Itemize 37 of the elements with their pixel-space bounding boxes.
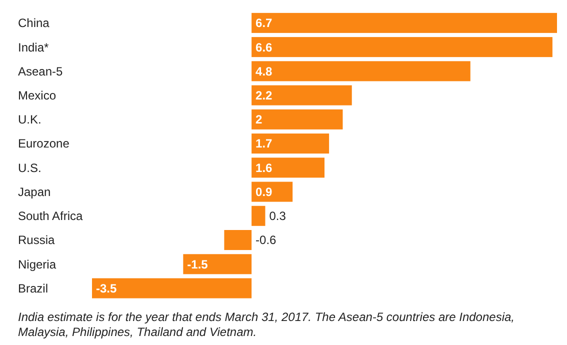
bar [252, 12, 557, 33]
y-tick-label: India* [18, 40, 50, 54]
y-tick-label: Russia [18, 233, 56, 248]
data-label: 6.7 [256, 16, 273, 30]
y-tick-label: Eurozone [18, 136, 70, 151]
data-label: 0.3 [269, 209, 286, 224]
bar [224, 230, 252, 250]
data-label: 2 [256, 112, 263, 127]
bar [252, 134, 330, 154]
y-tick-label: South Africa [18, 209, 84, 224]
data-label: -3.5 [96, 281, 118, 296]
y-tick-label: U.S. [18, 160, 42, 175]
y-tick-label: Nigeria [18, 257, 56, 272]
bar [183, 254, 252, 274]
bar [252, 85, 352, 106]
data-label: -0.6 [256, 233, 277, 248]
data-label: 6.6 [256, 40, 273, 54]
bar [252, 37, 552, 58]
data-label: 1.7 [256, 136, 273, 151]
y-tick-label: Brazil [18, 281, 48, 296]
y-tick-label: Mexico [18, 88, 56, 102]
bar [252, 158, 324, 178]
bar [252, 182, 293, 202]
bar [252, 109, 343, 130]
y-tick-label: Japan [18, 184, 51, 199]
bar [252, 61, 470, 82]
y-tick-label: Asean-5 [18, 64, 64, 78]
data-label: 1.6 [256, 160, 273, 175]
data-label: 2.2 [256, 88, 273, 102]
bar [252, 206, 266, 226]
data-label: -1.5 [187, 257, 208, 272]
y-tick-label: China [18, 16, 50, 30]
data-label: 0.9 [256, 184, 273, 199]
text: India estimate is for the year that ends March 31, 2017. The Asean-5 countries are Indonesia, Malaysia, Philippines, Thailand and Vietnam. [18, 310, 515, 340]
bar [92, 278, 252, 298]
data-label: 4.8 [256, 64, 273, 78]
y-tick-label: U.K. [18, 112, 42, 127]
